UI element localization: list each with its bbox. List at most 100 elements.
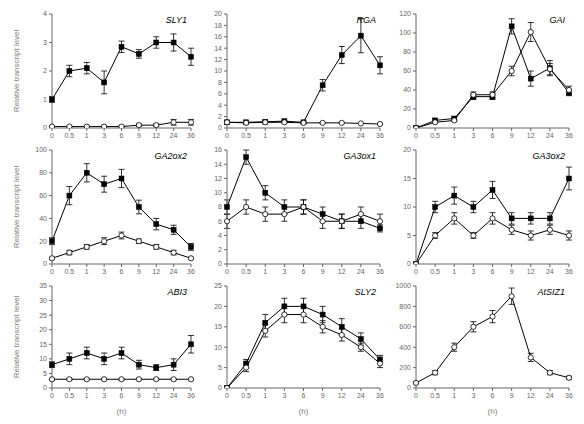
svg-text:5: 5 (407, 232, 411, 239)
svg-text:120: 120 (399, 10, 411, 17)
svg-text:9: 9 (137, 132, 141, 139)
svg-text:25: 25 (214, 282, 222, 289)
svg-text:24: 24 (357, 268, 365, 275)
svg-text:5: 5 (218, 364, 222, 371)
svg-text:10: 10 (214, 189, 222, 196)
svg-text:6: 6 (120, 392, 124, 399)
svg-text:24: 24 (170, 132, 178, 139)
svg-text:36: 36 (565, 132, 573, 139)
svg-text:24: 24 (546, 132, 554, 139)
svg-text:6: 6 (302, 132, 306, 139)
svg-text:6: 6 (218, 90, 222, 97)
svg-text:4: 4 (218, 102, 222, 109)
svg-text:24: 24 (357, 392, 365, 399)
svg-text:36: 36 (187, 268, 195, 275)
svg-text:20: 20 (214, 10, 222, 17)
svg-text:3: 3 (471, 268, 475, 275)
svg-text:20: 20 (403, 105, 411, 112)
svg-text:0: 0 (414, 132, 418, 139)
svg-text:0: 0 (414, 392, 418, 399)
svg-text:10: 10 (403, 203, 411, 210)
svg-text:20: 20 (214, 303, 222, 310)
svg-text:15: 15 (403, 175, 411, 182)
svg-text:18: 18 (214, 22, 222, 29)
svg-text:12: 12 (152, 268, 160, 275)
svg-text:1: 1 (43, 96, 47, 103)
svg-text:8: 8 (218, 203, 222, 210)
svg-text:16: 16 (214, 146, 222, 153)
svg-text:60: 60 (39, 192, 47, 199)
svg-text:0.5: 0.5 (65, 392, 75, 399)
svg-text:2: 2 (218, 113, 222, 120)
svg-text:0.5: 0.5 (65, 132, 75, 139)
svg-text:0: 0 (414, 268, 418, 275)
svg-text:1: 1 (452, 268, 456, 275)
svg-text:12: 12 (527, 132, 535, 139)
svg-text:3: 3 (102, 392, 106, 399)
svg-text:80: 80 (403, 48, 411, 55)
svg-text:6: 6 (120, 132, 124, 139)
svg-text:100: 100 (35, 146, 47, 153)
svg-text:4: 4 (43, 10, 47, 17)
svg-text:35: 35 (39, 282, 47, 289)
svg-text:3: 3 (282, 268, 286, 275)
svg-text:36: 36 (187, 132, 195, 139)
svg-text:40: 40 (39, 215, 47, 222)
svg-text:0: 0 (50, 268, 54, 275)
svg-text:0: 0 (43, 124, 47, 131)
svg-text:6: 6 (302, 392, 306, 399)
svg-text:0: 0 (407, 384, 411, 391)
svg-text:12: 12 (527, 392, 535, 399)
svg-text:14: 14 (214, 45, 222, 52)
svg-text:0.5: 0.5 (430, 132, 440, 139)
svg-text:1: 1 (263, 392, 267, 399)
svg-text:Relative transcript level: Relative transcript level (12, 165, 21, 248)
svg-text:6: 6 (491, 392, 495, 399)
svg-text:(h): (h) (117, 407, 127, 416)
svg-text:1: 1 (85, 268, 89, 275)
svg-text:Relative transcript level: Relative transcript level (12, 295, 21, 378)
svg-text:15: 15 (39, 341, 47, 348)
svg-text:Relative transcript level: Relative transcript level (12, 29, 21, 112)
svg-text:0.5: 0.5 (430, 268, 440, 275)
svg-text:60: 60 (403, 67, 411, 74)
svg-text:0: 0 (218, 384, 222, 391)
svg-text:0.5: 0.5 (241, 132, 251, 139)
svg-text:100: 100 (399, 29, 411, 36)
svg-text:3: 3 (282, 392, 286, 399)
svg-text:24: 24 (170, 268, 178, 275)
svg-text:24: 24 (546, 392, 554, 399)
svg-text:1: 1 (452, 132, 456, 139)
svg-text:12: 12 (338, 392, 346, 399)
svg-text:800: 800 (399, 303, 411, 310)
svg-text:24: 24 (546, 268, 554, 275)
svg-text:36: 36 (376, 132, 384, 139)
svg-text:3: 3 (102, 268, 106, 275)
svg-text:10: 10 (39, 355, 47, 362)
svg-text:9: 9 (137, 392, 141, 399)
svg-text:0: 0 (225, 132, 229, 139)
svg-text:12: 12 (338, 132, 346, 139)
svg-text:24: 24 (170, 392, 178, 399)
svg-text:9: 9 (137, 268, 141, 275)
svg-text:0: 0 (50, 392, 54, 399)
svg-text:3: 3 (471, 132, 475, 139)
svg-text:1000: 1000 (395, 282, 411, 289)
svg-text:10: 10 (214, 344, 222, 351)
svg-text:36: 36 (187, 392, 195, 399)
svg-text:12: 12 (152, 392, 160, 399)
svg-text:6: 6 (120, 268, 124, 275)
svg-text:30: 30 (39, 297, 47, 304)
svg-text:16: 16 (214, 33, 222, 40)
svg-text:12: 12 (338, 268, 346, 275)
svg-text:2: 2 (218, 246, 222, 253)
svg-text:12: 12 (214, 56, 222, 63)
svg-text:0: 0 (218, 260, 222, 267)
svg-text:36: 36 (376, 268, 384, 275)
svg-text:20: 20 (39, 238, 47, 245)
svg-text:12: 12 (214, 175, 222, 182)
svg-text:9: 9 (321, 132, 325, 139)
svg-text:15: 15 (214, 323, 222, 330)
svg-text:0: 0 (225, 268, 229, 275)
svg-text:1: 1 (452, 392, 456, 399)
